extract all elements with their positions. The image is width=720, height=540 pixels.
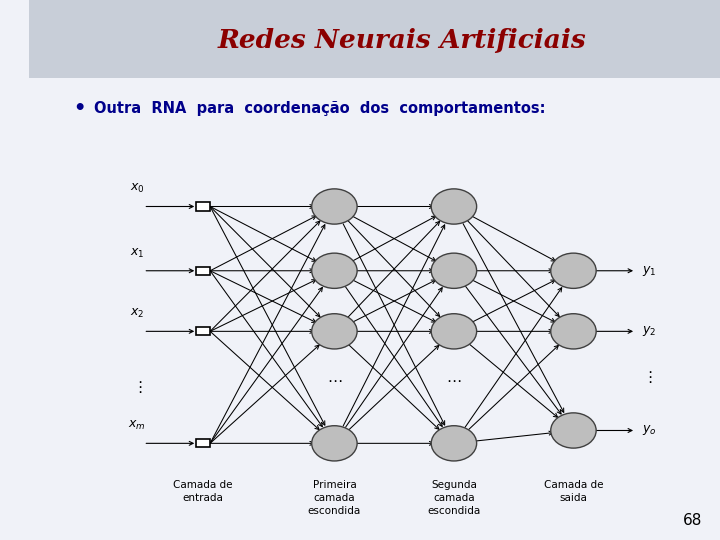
Text: Camada de
entrada: Camada de entrada (174, 480, 233, 503)
Bar (197, 327, 210, 335)
Text: •: • (73, 98, 86, 118)
Ellipse shape (551, 253, 596, 288)
Ellipse shape (312, 253, 357, 288)
Text: Redes Neurais Artificiais: Redes Neurais Artificiais (217, 28, 586, 53)
Text: $y_o$: $y_o$ (642, 423, 657, 437)
Ellipse shape (431, 253, 477, 288)
Bar (197, 440, 210, 447)
Text: $y_2$: $y_2$ (642, 325, 657, 339)
Text: $x_2$: $x_2$ (130, 307, 145, 320)
Text: $x_0$: $x_0$ (130, 183, 145, 195)
Text: $\cdots$: $\cdots$ (446, 373, 462, 388)
Bar (197, 267, 210, 275)
Text: 68: 68 (683, 513, 703, 528)
Text: Outra  RNA  para  coordenação  dos  comportamentos:: Outra RNA para coordenação dos comportam… (94, 100, 546, 116)
Ellipse shape (312, 189, 357, 224)
Ellipse shape (431, 426, 477, 461)
Ellipse shape (312, 426, 357, 461)
Text: $\vdots$: $\vdots$ (642, 369, 652, 385)
Text: Primeira
camada
escondida: Primeira camada escondida (307, 480, 361, 516)
Ellipse shape (431, 189, 477, 224)
Text: $y_1$: $y_1$ (642, 264, 657, 278)
Bar (29, 0, 720, 78)
Ellipse shape (431, 314, 477, 349)
Text: $x_m$: $x_m$ (128, 419, 146, 433)
Text: $x_1$: $x_1$ (130, 247, 145, 260)
Text: Camada de
saida: Camada de saida (544, 480, 603, 503)
Text: $\cdots$: $\cdots$ (327, 373, 342, 388)
Ellipse shape (551, 413, 596, 448)
Text: $\vdots$: $\vdots$ (132, 379, 143, 395)
Text: Segunda
camada
escondida: Segunda camada escondida (427, 480, 480, 516)
Ellipse shape (312, 314, 357, 349)
Bar (197, 202, 210, 211)
Ellipse shape (551, 314, 596, 349)
